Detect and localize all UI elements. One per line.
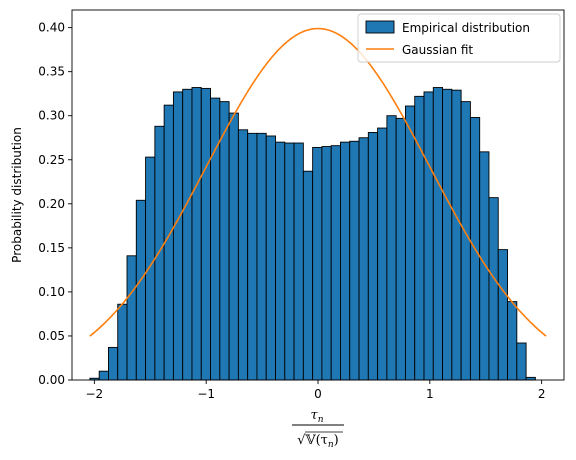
x-tick-label: −2 bbox=[86, 387, 104, 401]
histogram-bar bbox=[191, 87, 202, 381]
histogram-bar bbox=[479, 151, 490, 381]
histogram-bar bbox=[126, 255, 137, 381]
gaussian-fit-line bbox=[89, 27, 547, 337]
histogram-bar bbox=[432, 87, 444, 381]
x-axis-label: τn √𝕍(τn) bbox=[292, 408, 344, 450]
histogram-bar bbox=[488, 197, 499, 381]
histogram-bar bbox=[321, 146, 332, 381]
y-axis-label: Probability distribution bbox=[10, 127, 24, 263]
histogram-bar bbox=[265, 135, 276, 381]
histogram-bar bbox=[386, 115, 397, 381]
y-tick-label: 0.10 bbox=[38, 285, 65, 299]
histogram-bar bbox=[395, 117, 406, 381]
legend-label-histogram: Empirical distribution bbox=[402, 21, 530, 35]
histogram-bar bbox=[293, 142, 304, 381]
histogram-bar bbox=[145, 156, 156, 381]
x-label-numerator-sub: n bbox=[318, 415, 324, 425]
histogram-bar bbox=[154, 125, 165, 381]
histogram-bar bbox=[442, 88, 453, 381]
y-tick-label: 0.20 bbox=[38, 197, 65, 211]
histogram-bar bbox=[423, 91, 434, 381]
y-tick-label: 0.00 bbox=[38, 373, 65, 387]
histogram-bar bbox=[349, 140, 360, 381]
histogram-bar bbox=[172, 91, 184, 381]
histogram-bar bbox=[284, 142, 295, 381]
x-tick-label: 2 bbox=[538, 387, 546, 401]
histogram-bar bbox=[414, 95, 425, 381]
histogram-bar bbox=[516, 342, 527, 381]
histogram-bar bbox=[210, 97, 221, 381]
histogram-bar bbox=[358, 137, 369, 381]
histogram-bar bbox=[302, 170, 314, 381]
histogram-bar bbox=[340, 141, 351, 381]
histogram-bar bbox=[451, 89, 462, 381]
y-tick-label: 0.25 bbox=[38, 153, 65, 167]
svg-text:√𝕍(τn): √𝕍(τn) bbox=[297, 433, 339, 450]
legend-swatch-histogram bbox=[365, 20, 395, 34]
histogram-bar bbox=[275, 141, 286, 381]
histogram-bar bbox=[367, 132, 379, 381]
x-tick-label: −1 bbox=[197, 387, 215, 401]
svg-text:τn: τn bbox=[311, 408, 324, 425]
y-tick-label: 0.30 bbox=[38, 109, 65, 123]
histogram-bar bbox=[247, 132, 258, 381]
histogram-bar bbox=[228, 112, 239, 381]
histogram-bar bbox=[237, 129, 249, 381]
x-label-denominator: √𝕍(τ bbox=[297, 433, 328, 448]
histogram-bar bbox=[108, 346, 119, 381]
histogram-bar bbox=[312, 146, 323, 381]
histogram-bar bbox=[256, 132, 267, 381]
x-axis-ticks: −2 −1 0 1 2 bbox=[86, 380, 546, 401]
legend: Empirical distribution Gaussian fit bbox=[357, 13, 561, 63]
histogram-bar bbox=[497, 249, 508, 381]
legend-box bbox=[357, 13, 561, 63]
x-label-numerator: τ bbox=[311, 408, 319, 423]
histogram-bar bbox=[460, 101, 471, 381]
histogram-bar bbox=[330, 145, 341, 381]
histogram-bar bbox=[135, 199, 147, 381]
x-label-denominator-close: ) bbox=[334, 433, 339, 448]
y-tick-label: 0.05 bbox=[38, 329, 65, 343]
histogram-bars bbox=[89, 87, 536, 381]
histogram-bar bbox=[117, 303, 128, 381]
y-tick-label: 0.35 bbox=[38, 65, 65, 79]
x-label-denominator-sub: n bbox=[328, 440, 334, 450]
histogram-bar bbox=[182, 88, 193, 381]
histogram-bar bbox=[219, 101, 230, 381]
y-axis-ticks: 0.00 0.05 0.10 0.15 0.20 0.25 0.30 0.35 0.40 bbox=[38, 21, 72, 387]
legend-label-gaussian-fit: Gaussian fit bbox=[402, 43, 473, 57]
histogram-bar bbox=[404, 105, 416, 381]
x-tick-label: 1 bbox=[426, 387, 434, 401]
histogram-bar bbox=[200, 87, 211, 381]
histogram-bar bbox=[507, 301, 518, 381]
y-tick-label: 0.15 bbox=[38, 241, 65, 255]
x-tick-label: 0 bbox=[314, 387, 322, 401]
histogram-bar bbox=[98, 370, 109, 381]
y-tick-label: 0.40 bbox=[38, 21, 65, 35]
histogram-bar bbox=[377, 127, 388, 381]
